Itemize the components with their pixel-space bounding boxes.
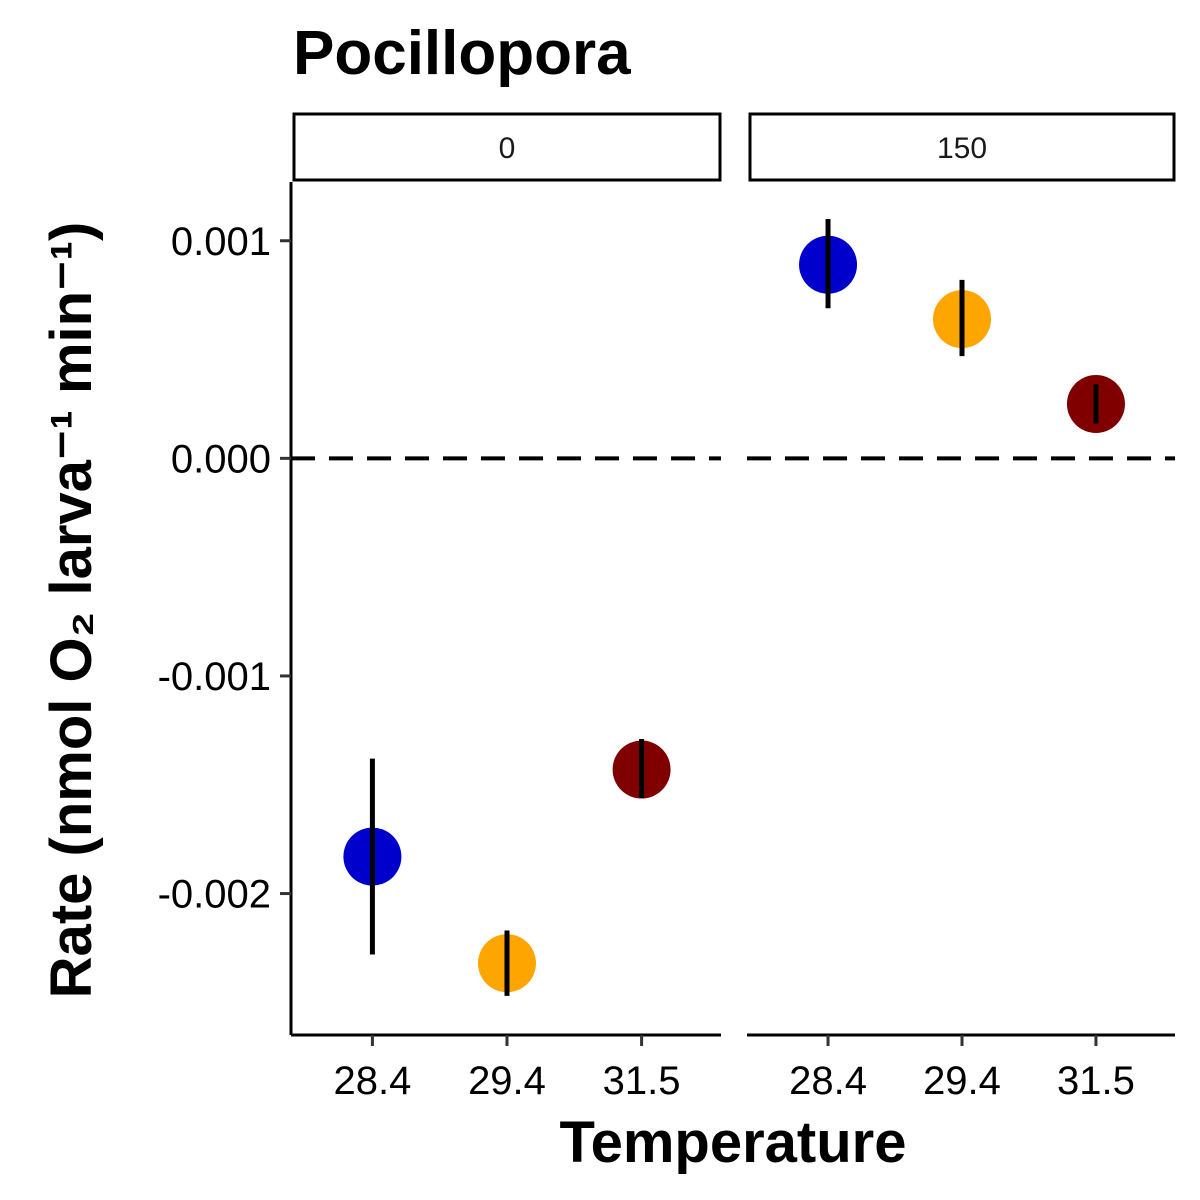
svg-text:Rate (nmol O₂ larva⁻¹ min⁻¹): Rate (nmol O₂ larva⁻¹ min⁻¹) xyxy=(39,222,104,999)
axes: 0.001 0.000 -0.001 -0.002 xyxy=(158,182,293,1035)
chart-title: Pocillopora xyxy=(293,19,631,88)
y-tick-label: 0.001 xyxy=(171,220,271,264)
y-axis-title: Rate (nmol O₂ larva⁻¹ min⁻¹) xyxy=(39,222,104,999)
x-tick-label: 28.4 xyxy=(333,1059,411,1103)
y-axis-title-text: Rate (nmol O₂ larva⁻¹ min⁻¹) xyxy=(39,222,104,999)
x-tick-label: 29.4 xyxy=(923,1059,1001,1103)
panels: 0 28.4 29.4 31.5 150 28.4 29.4 31.5 xyxy=(291,112,1176,1103)
x-tick-label: 31.5 xyxy=(1057,1059,1135,1103)
y-tick-label: -0.002 xyxy=(158,873,271,917)
x-tick-label: 29.4 xyxy=(468,1059,546,1103)
x-tick-label: 31.5 xyxy=(603,1059,681,1103)
panel-0: 0 28.4 29.4 31.5 xyxy=(291,112,722,1103)
facet-strip-label: 0 xyxy=(499,132,516,165)
x-axis-title: Temperature xyxy=(559,1110,906,1175)
y-tick-label: 0.000 xyxy=(171,437,271,481)
x-tick-label: 28.4 xyxy=(789,1059,867,1103)
y-tick-label: -0.001 xyxy=(158,655,271,699)
facet-strip-label: 150 xyxy=(937,132,987,165)
panel-150: 150 28.4 29.4 31.5 xyxy=(747,112,1176,1103)
facet-strip xyxy=(748,112,1176,182)
facet-strip xyxy=(292,112,722,182)
